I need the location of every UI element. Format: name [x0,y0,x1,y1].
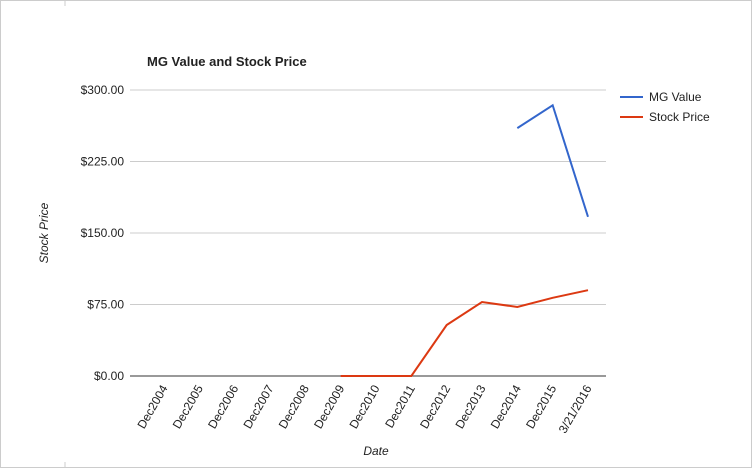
y-tick-label: $75.00 [87,298,124,312]
x-axis-label: Date [363,444,389,458]
line [340,289,589,377]
y-tick-label: $300.00 [81,83,125,97]
legend-label: Stock Price [649,110,710,124]
y-tick-label: $0.00 [94,369,124,383]
line [516,103,589,218]
y-axis-label: Stock Price [37,202,51,263]
y-tick-label: $225.00 [81,155,125,169]
y-tick-label: $150.00 [81,226,125,240]
legend-label: MG Value [649,90,702,104]
chart-title: MG Value and Stock Price [147,54,307,69]
